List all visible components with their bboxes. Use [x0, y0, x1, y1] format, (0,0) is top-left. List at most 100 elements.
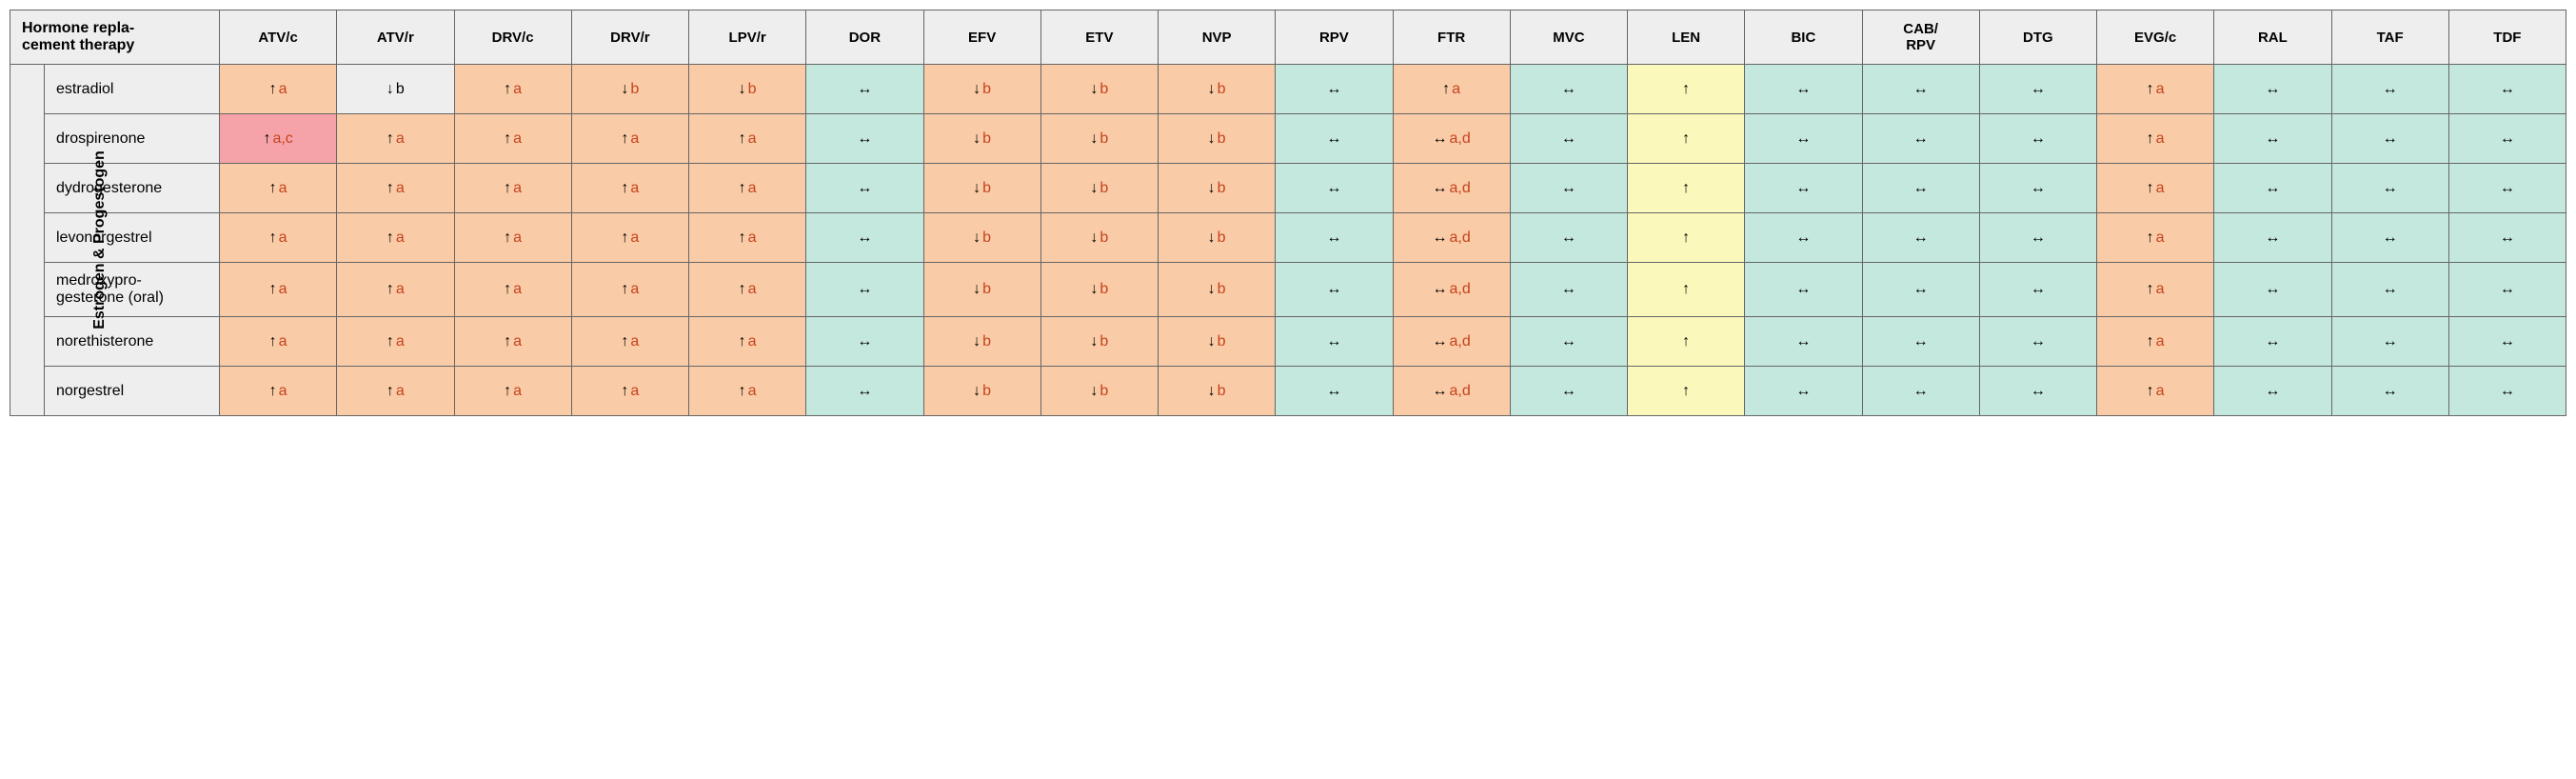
footnote-label: a,d — [1450, 230, 1471, 246]
footnote-label: b — [1100, 333, 1108, 350]
arrow-icon: ↑ — [621, 180, 628, 197]
arrow-icon: ↔ — [1561, 281, 1576, 298]
footnote-label: b — [1100, 383, 1108, 399]
footnote-label: b — [982, 230, 991, 246]
cell: ↓b — [1159, 114, 1276, 164]
row-name-norethisterone: norethisterone — [45, 317, 220, 367]
arrow-icon: ↔ — [1433, 281, 1448, 298]
footnote-label: a — [630, 281, 639, 297]
arrow-icon: ↔ — [2500, 281, 2515, 298]
cell: ↑a — [454, 114, 571, 164]
arrow-icon: ↓ — [1208, 230, 1216, 247]
cell: ↔ — [1979, 164, 2096, 213]
arrow-icon: ↑ — [386, 130, 394, 148]
footnote-label: a — [513, 81, 522, 97]
cell: ↓b — [923, 65, 1040, 114]
footnote-label: a — [748, 281, 757, 297]
cell: ↔ — [1862, 367, 1979, 416]
arrow-icon: ↓ — [1208, 281, 1216, 298]
arrow-icon: ↔ — [2383, 180, 2398, 197]
arrow-icon: ↔ — [1913, 81, 1929, 98]
cell: ↑a — [689, 317, 806, 367]
arrow-icon: ↔ — [1913, 230, 1929, 247]
arrow-icon: ↑ — [504, 230, 511, 247]
cell: ↓b — [1159, 317, 1276, 367]
footnote-label: a — [630, 230, 639, 246]
footnote-label: b — [1218, 383, 1226, 399]
arrow-icon: ↔ — [2500, 383, 2515, 400]
cell: ↑a — [454, 367, 571, 416]
arrow-icon: ↔ — [2265, 81, 2280, 98]
col-head-len: LEN — [1628, 10, 1745, 65]
arrow-icon: ↑ — [504, 383, 511, 400]
cell: ↔ — [2214, 164, 2331, 213]
cell: ↔ — [1745, 213, 1862, 263]
table-row: levonorgestrel↑a↑a↑a↑a↑a↔↓b↓b↓b↔↔a,d↔↑↔↔… — [10, 213, 2566, 263]
cell: ↔ — [1979, 317, 2096, 367]
cell: ↔ — [806, 213, 923, 263]
cell: ↔ — [1745, 263, 1862, 317]
footnote-label: a — [748, 130, 757, 147]
footnote-label: b — [982, 333, 991, 350]
cell: ↔ — [1862, 114, 1979, 164]
cell: ↔ — [1979, 65, 2096, 114]
cell: ↔ — [2214, 367, 2331, 416]
cell: ↔ — [1745, 114, 1862, 164]
footnote-label: a — [1452, 81, 1460, 97]
cell: ↑a — [220, 317, 337, 367]
arrow-icon: ↔ — [857, 180, 872, 197]
cell: ↓b — [923, 114, 1040, 164]
footnote-label: b — [1218, 180, 1226, 196]
footnote-label: b — [982, 81, 991, 97]
arrow-icon: ↔ — [1561, 383, 1576, 400]
arrow-icon: ↔ — [1795, 130, 1811, 148]
cell: ↓b — [923, 213, 1040, 263]
arrow-icon: ↑ — [1682, 281, 1690, 298]
cell: ↓b — [1159, 65, 1276, 114]
table-row: medroxypro- gesterone (oral)↑a↑a↑a↑a↑a↔↓… — [10, 263, 2566, 317]
footnote-label: b — [1218, 333, 1226, 350]
arrow-icon: ↑ — [739, 130, 746, 148]
footnote-label: a — [2156, 383, 2165, 399]
cell: ↑ — [1628, 263, 1745, 317]
arrow-icon: ↑ — [504, 81, 511, 98]
cell: ↑a — [2097, 65, 2214, 114]
cell: ↔ — [806, 317, 923, 367]
col-head-mvc: MVC — [1510, 10, 1627, 65]
cell: ↓b — [1040, 164, 1158, 213]
cell: ↔ — [1979, 367, 2096, 416]
arrow-icon: ↔ — [2500, 180, 2515, 197]
row-group-label: Estrogen & Progestogen — [91, 150, 109, 330]
cell: ↑a — [689, 114, 806, 164]
footnote-label: b — [1218, 81, 1226, 97]
cell: ↑a — [689, 367, 806, 416]
arrow-icon: ↔ — [2265, 281, 2280, 298]
arrow-icon: ↔ — [2500, 81, 2515, 98]
cell: ↑a — [571, 367, 688, 416]
col-head-efv: EFV — [923, 10, 1040, 65]
arrow-icon: ↓ — [1090, 383, 1098, 400]
cell: ↑a — [689, 164, 806, 213]
footnote-label: b — [982, 383, 991, 399]
arrow-icon: ↑ — [269, 81, 277, 98]
arrow-icon: ↑ — [2147, 230, 2154, 247]
arrow-icon: ↑ — [386, 333, 394, 350]
footnote-label: a — [513, 281, 522, 297]
cell: ↑ — [1628, 114, 1745, 164]
cell: ↔ — [1862, 65, 1979, 114]
footnote-label: a — [396, 130, 405, 147]
arrow-icon: ↓ — [621, 81, 628, 98]
footnote-label: a — [748, 230, 757, 246]
footnote-label: a,d — [1450, 130, 1471, 147]
arrow-icon: ↑ — [386, 180, 394, 197]
footnote-label: a — [2156, 180, 2165, 196]
footnote-label: a — [748, 180, 757, 196]
arrow-icon: ↑ — [739, 180, 746, 197]
arrow-icon: ↑ — [386, 383, 394, 400]
arrow-icon: ↔ — [2500, 130, 2515, 148]
cell: ↓b — [1159, 263, 1276, 317]
cell: ↔ — [1510, 367, 1627, 416]
arrow-icon: ↓ — [1208, 383, 1216, 400]
cell: ↑a — [571, 317, 688, 367]
cell: ↔ — [1510, 213, 1627, 263]
